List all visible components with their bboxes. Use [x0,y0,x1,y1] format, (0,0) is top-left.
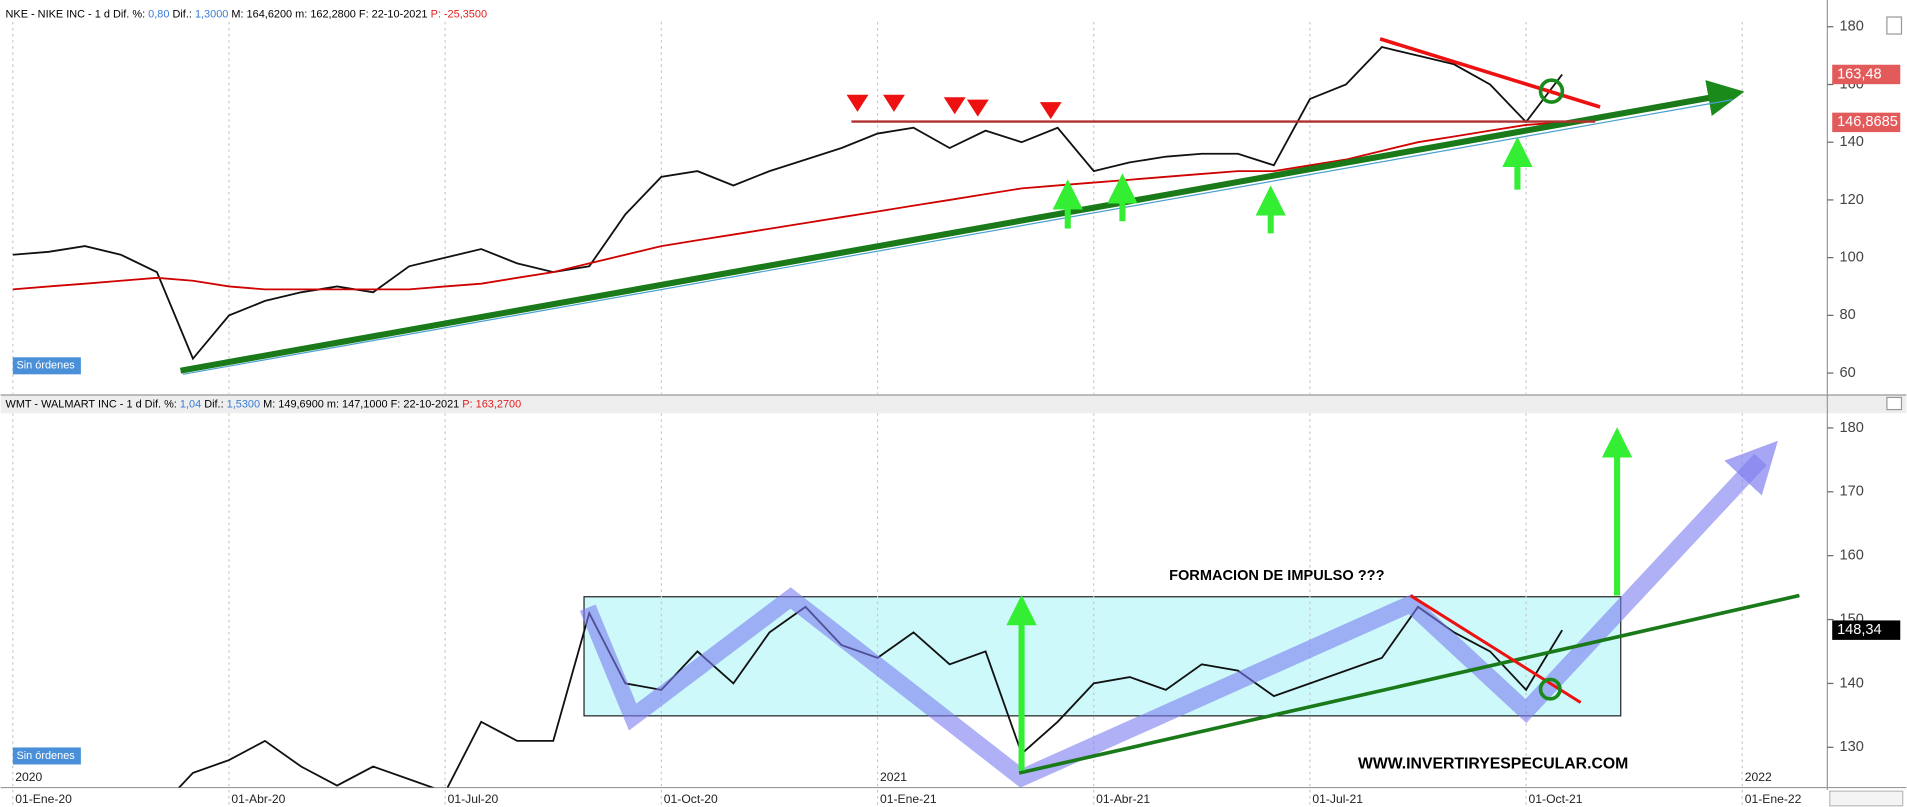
panel-header: WMT - WALMART INC - 1 d Dif. %: 1,04 Dif… [6,399,522,411]
trendline [179,80,1745,374]
status-label: Sin órdenes [16,360,75,372]
status-label: Sin órdenes [16,750,75,762]
header-part: 1,3000 [195,8,228,20]
y-tick-label: 80 [1839,307,1855,323]
nke-annotations [179,37,1745,375]
impulse-path [579,440,1778,788]
price-tag [1832,620,1901,640]
panel-header-band [0,394,1907,414]
zoom-controls[interactable] [1829,790,1904,807]
y-tick-label: 60 [1839,365,1855,381]
year-label: 2021 [880,770,907,784]
x-tick-label: 01-Oct-20 [664,792,718,806]
y-tick-label: 100 [1839,249,1863,265]
price-tag [1832,112,1901,133]
header-part: M: 149,6900 m: 147,1000 F: 22-10-2021 [263,399,459,411]
x-tick-label: 01-Ene-21 [880,792,937,806]
status-badge [12,747,81,765]
price-tag-label: 163,48 [1837,66,1882,82]
year-label: 2020 [15,770,42,784]
highlight-circle [1538,677,1562,701]
status-badge [12,357,81,375]
trendline-thin [182,99,1733,375]
header-part: Dif.: [204,399,223,411]
price-tag-label: 148,34 [1837,622,1882,638]
x-tick-label: 01-Jul-21 [1312,792,1363,806]
header-part: 0,80 [148,8,169,20]
price-tag-label: 146,8685 [1837,114,1898,130]
panel-header: NKE - NIKE INC - 1 d Dif. %: 0,80 Dif.: … [6,8,488,20]
trendline [1018,593,1800,775]
x-tick-label: 01-Ene-22 [1745,792,1802,806]
x-tick-label: 01-Abr-20 [231,792,285,806]
panel-button[interactable] [1886,396,1903,411]
header-part: NKE - NIKE INC - 1 d Dif. %: [6,8,146,20]
header-part: Dif.: [172,8,191,20]
x-tick-label: 01-Abr-21 [1096,792,1150,806]
y-tick-label: 120 [1839,192,1863,208]
y-tick-label: 170 [1839,484,1863,500]
wmt-overlay: FORMACION DE IMPULSO ??? WWW.INVERTIRYES… [579,427,1800,788]
year-label: 2022 [1745,770,1772,784]
header-part: M: 164,6200 m: 162,2800 F: 22-10-2021 [231,8,427,20]
highlight-circle [1538,78,1565,104]
top-markers [846,94,1062,120]
x-tick-label: 01-Oct-21 [1529,792,1583,806]
y-tick-label: 160 [1839,548,1863,564]
header-part: P: -25,3500 [431,8,487,20]
y-tick-label: 140 [1839,134,1863,150]
annotation: FORMACION DE IMPULSO ??? [1169,568,1385,584]
support-arrows [1052,136,1533,234]
scroll-button[interactable] [1886,16,1903,35]
price-tag [1832,64,1901,85]
y-tick-label: 130 [1839,739,1863,755]
price-line [177,605,1563,788]
x-tick-label: 01-Jul-20 [448,792,499,806]
price-line [12,46,1563,361]
header-part: P: 163,2700 [462,399,521,411]
header-part: 1,5300 [227,399,260,411]
y-tick-label: 140 [1839,675,1863,691]
price-line [12,121,1563,291]
y-tick-label: 180 [1839,420,1863,436]
header-part: 1,04 [180,399,201,411]
downtrend-line [1409,594,1582,704]
y-tick-label: 180 [1839,19,1863,35]
x-tick-label: 01-Ene-20 [15,792,72,806]
header-part: WMT - WALMART INC - 1 d Dif. %: [6,399,177,411]
watermark: WWW.INVERTIRYESPECULAR.COM [1358,756,1628,773]
